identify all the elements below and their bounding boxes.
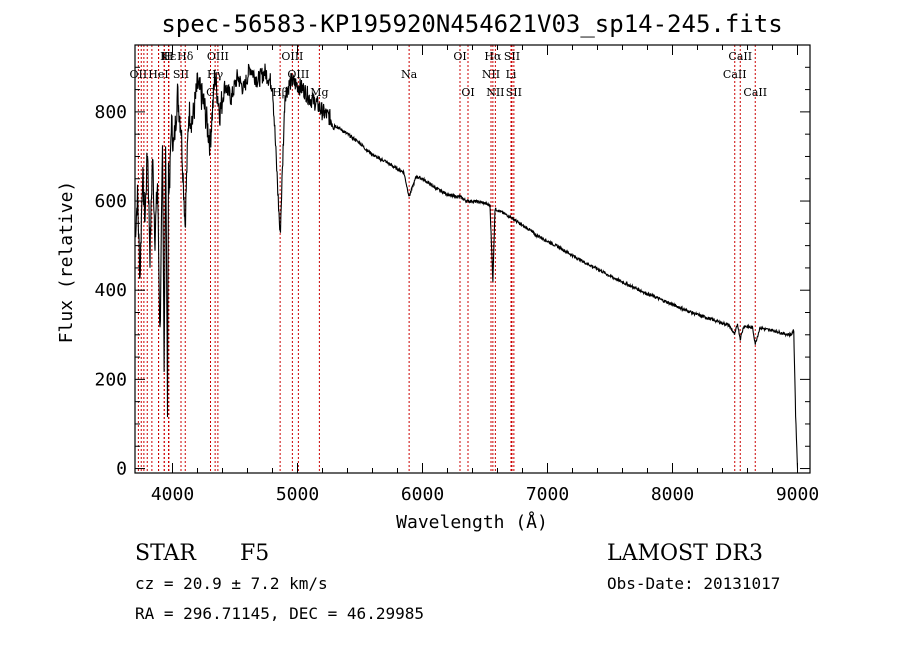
x-axis-label: Wavelength (Å) (396, 511, 548, 533)
marker-label-4: OII (130, 68, 148, 81)
y-tick-label-800: 800 (94, 102, 127, 123)
marker-label-9: G (206, 86, 215, 99)
marker-label-5: HeI (148, 68, 168, 81)
marker-label-10: OIII (281, 50, 303, 63)
survey-name: LAMOST DR3 (607, 541, 763, 566)
marker-label-8: Hγ (207, 68, 224, 81)
marker-label-12: Hβ (272, 86, 288, 99)
x-tick-label-8000: 8000 (651, 484, 694, 505)
sky-coordinates: RA = 296.71145, DEC = 46.29985 (135, 604, 424, 623)
y-tick-label-600: 600 (94, 191, 127, 212)
marker-label-17: Hα (484, 50, 502, 63)
x-tick-label-4000: 4000 (151, 484, 194, 505)
marker-label-7: OIII (207, 50, 229, 63)
chart-title: spec-56583-KP195920N454621V03_sp14-245.f… (161, 10, 782, 38)
y-tick-label-0: 0 (116, 459, 127, 480)
marker-label-25: CaII (743, 86, 767, 99)
marker-label-24: CaII (723, 68, 747, 81)
marker-label-6: SII (173, 68, 189, 81)
y-axis-ticks: 0 200 400 600 800 (94, 66, 810, 480)
spectrum-line (134, 63, 799, 469)
marker-label-23: CaII (728, 50, 752, 63)
x-tick-label-5000: 5000 (276, 484, 319, 505)
marker-label-16: OI (461, 86, 474, 99)
marker-label-20: Li (506, 68, 517, 81)
y-tick-label-200: 200 (94, 369, 127, 390)
marker-label-22: SII (506, 86, 522, 99)
marker-label-19: NII (482, 68, 500, 81)
y-tick-label-400: 400 (94, 280, 127, 301)
marker-label-13: Mg (310, 86, 328, 99)
x-axis-ticks: 4000 5000 6000 7000 8000 9000 (151, 45, 819, 505)
x-tick-label-6000: 6000 (401, 484, 444, 505)
object-class: STAR (135, 541, 197, 566)
x-tick-label-7000: 7000 (526, 484, 569, 505)
marker-label-18: SII (504, 50, 520, 63)
marker-label-2: H (164, 50, 174, 63)
redshift-cz: cz = 20.9 ± 7.2 km/s (135, 574, 328, 593)
marker-label-0: Hδ (177, 50, 194, 63)
marker-label-1: K (160, 50, 169, 63)
observation-date: Obs-Date: 20131017 (607, 574, 780, 593)
plot-frame (134, 44, 811, 474)
marker-label-15: OI (453, 50, 466, 63)
marker-label-3: Hε (161, 50, 177, 63)
line-markers (137, 45, 756, 473)
object-subclass: F5 (240, 541, 269, 566)
y-axis-label: Flux (relative) (56, 181, 77, 344)
x-tick-label-9000: 9000 (776, 484, 819, 505)
marker-label-14: Na (401, 68, 418, 81)
marker-label-21: NII (486, 86, 504, 99)
